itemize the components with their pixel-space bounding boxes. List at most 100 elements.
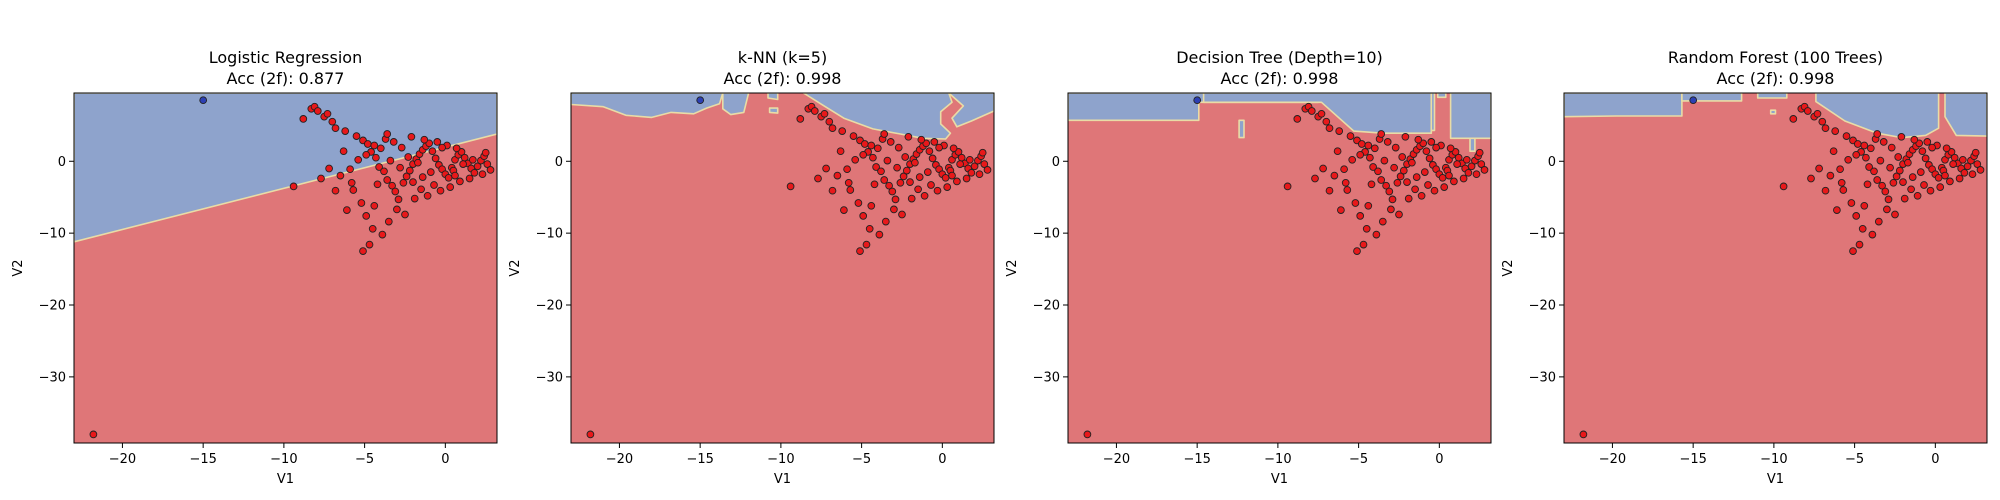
point-class-1: [1477, 160, 1486, 168]
point-class-1: [347, 178, 356, 187]
point-class-1: [923, 168, 932, 176]
point-class-0: [696, 96, 705, 105]
region-class-0: [721, 93, 750, 116]
region-class-0: [1769, 109, 1777, 115]
point-class-1: [436, 186, 445, 195]
point-class-1: [402, 172, 411, 181]
point-class-1: [1818, 117, 1827, 126]
point-class-1: [894, 143, 903, 152]
point-class-1: [1826, 171, 1835, 180]
point-class-1: [862, 240, 871, 249]
point-class-1: [1874, 217, 1883, 226]
point-class-1: [1900, 194, 1909, 203]
point-class-1: [409, 178, 417, 186]
x-tick-label: 0: [1931, 452, 1939, 467]
point-class-1: [1359, 240, 1368, 249]
region-class-0: [947, 93, 994, 128]
point-class-1: [1319, 164, 1327, 173]
point-class-1: [363, 140, 372, 148]
x-tick-label: −5: [355, 452, 374, 467]
point-class-1: [786, 182, 795, 191]
scatter-points: [1579, 96, 1985, 439]
point-class-1: [1408, 158, 1416, 167]
point-class-1: [796, 115, 805, 123]
point-class-0: [199, 96, 208, 105]
point-class-1: [313, 107, 322, 115]
x-tick-label: −10: [1264, 452, 1291, 467]
axes-frame: [1067, 92, 1492, 444]
point-class-1: [1362, 224, 1371, 233]
point-class-1: [397, 143, 406, 152]
point-class-1: [1863, 180, 1872, 189]
point-class-1: [420, 135, 429, 144]
point-class-1: [1398, 153, 1407, 161]
decision-surface: [1564, 93, 1987, 443]
point-class-1: [1351, 199, 1360, 207]
point-class-1: [375, 163, 383, 171]
point-class-1: [1348, 155, 1357, 164]
point-class-1: [902, 166, 911, 175]
point-class-1: [362, 212, 371, 220]
point-class-1: [483, 160, 492, 168]
point-class-1: [1892, 172, 1901, 181]
point-class-1: [1941, 171, 1949, 180]
point-class-1: [376, 144, 385, 153]
point-class-1: [1836, 165, 1844, 174]
point-class-1: [478, 170, 487, 179]
point-class-1: [473, 162, 482, 171]
y-tick-label: −30: [1529, 370, 1556, 385]
point-class-1: [1472, 170, 1481, 179]
point-class-1: [323, 109, 332, 118]
point-class-1: [1380, 156, 1389, 165]
chart-subtitle: Acc (2f): 0.998: [724, 69, 842, 88]
chart-subtitle: Acc (2f): 0.998: [1717, 69, 1835, 88]
point-class-1: [885, 181, 893, 190]
point-class-1: [1333, 147, 1342, 156]
point-class-1: [943, 183, 952, 191]
y-tick-label: −20: [1033, 299, 1060, 314]
point-class-1: [822, 164, 830, 173]
point-class-1: [1976, 166, 1985, 174]
point-class-1: [1364, 141, 1373, 150]
point-class-1: [1968, 170, 1977, 179]
region-class-0: [74, 93, 497, 243]
point-class-1: [888, 187, 897, 196]
point-class-1: [1958, 155, 1967, 164]
point-class-1: [289, 182, 298, 191]
point-class-1: [1377, 176, 1386, 184]
point-class-1: [372, 153, 380, 162]
point-class-1: [849, 132, 858, 140]
y-tick-label: −10: [1529, 227, 1556, 242]
point-class-1: [1343, 186, 1352, 194]
point-class-1: [859, 150, 868, 159]
point-class-1: [423, 191, 432, 200]
y-tick-label: −10: [1033, 227, 1060, 242]
point-class-1: [1949, 160, 1957, 168]
point-class-1: [1283, 182, 1292, 191]
point-class-1: [1973, 160, 1982, 168]
point-class-1: [896, 178, 905, 187]
point-class-1: [1353, 247, 1361, 255]
region-class-1: [571, 93, 994, 443]
y-tick-label: −30: [39, 370, 66, 385]
region-class-0: [767, 93, 779, 101]
point-class-1: [388, 181, 396, 190]
y-axis-label: V2: [11, 259, 26, 276]
region-class-0: [1238, 119, 1245, 139]
y-tick-label: −10: [39, 227, 66, 242]
point-class-1: [362, 150, 371, 159]
point-class-1: [365, 240, 374, 249]
point-class-1: [1370, 144, 1379, 153]
point-class-1: [978, 148, 987, 157]
point-class-1: [389, 138, 398, 146]
point-class-1: [1325, 186, 1334, 195]
point-class-1: [872, 163, 880, 171]
point-class-1: [1821, 124, 1830, 133]
axes-frame: [1563, 92, 1988, 444]
chart-title: Decision Tree (Depth=10): [1176, 48, 1383, 67]
point-class-1: [891, 195, 900, 204]
region-class-0: [1469, 137, 1476, 152]
point-class-1: [1879, 138, 1888, 146]
point-class-1: [1393, 178, 1402, 187]
